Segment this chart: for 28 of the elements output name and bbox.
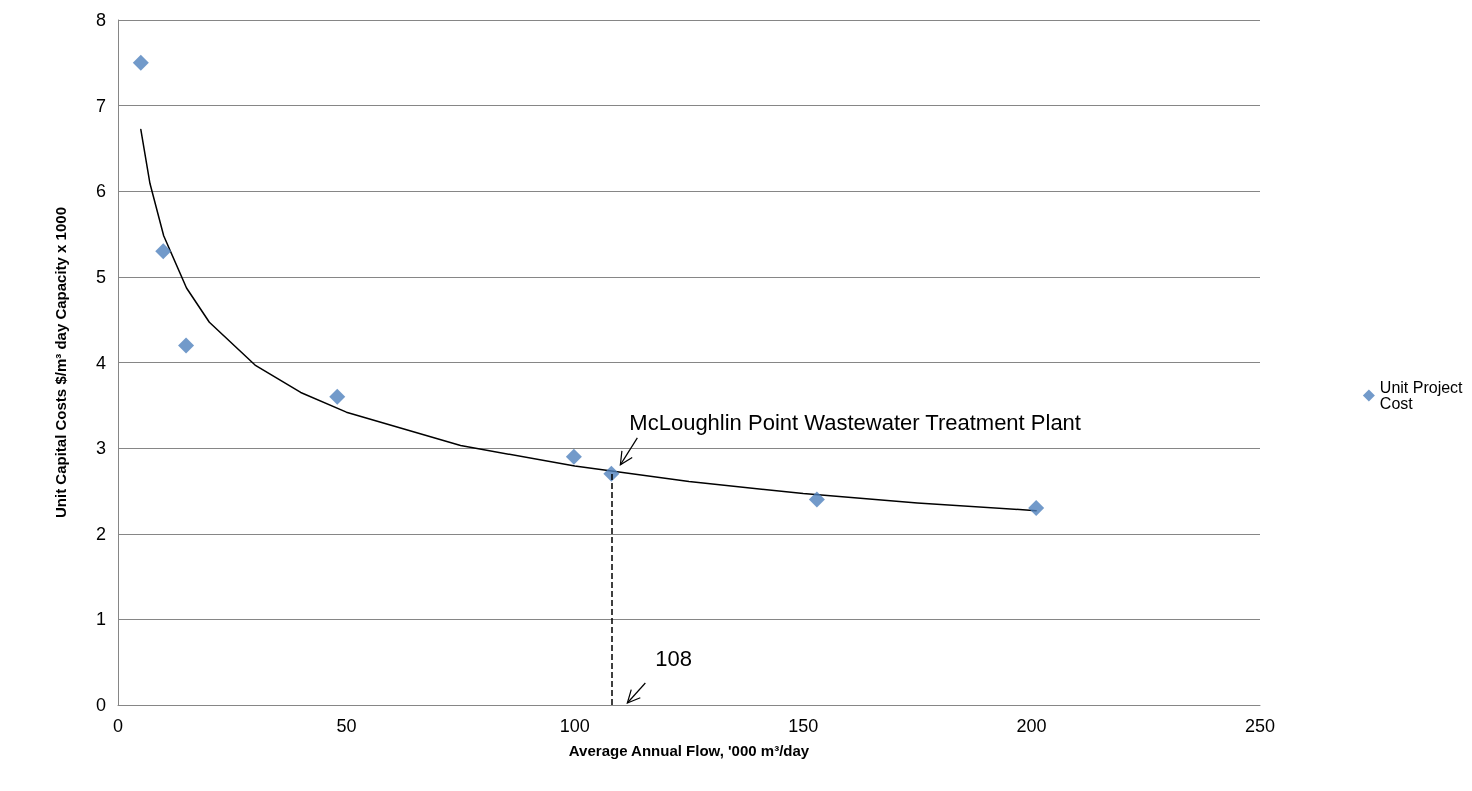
point (329, 388, 346, 405)
point (808, 491, 825, 508)
point (132, 54, 149, 71)
x-tick-label: 150 (788, 716, 819, 736)
point (565, 448, 582, 465)
y-tick-label: 2 (95, 523, 106, 544)
point (1028, 500, 1045, 517)
y-tick-label: 1 (95, 609, 106, 630)
x-axis-title: Average Annual Flow, '000 m³/day (568, 742, 810, 759)
y-tick-label: 8 (95, 10, 106, 30)
point (178, 337, 195, 354)
x-tick-label: 0 (112, 716, 124, 736)
annotation: McLoughlin Point Wastewater Treatment Plant (629, 410, 1081, 436)
y-axis-title: Unit Capital Costs $/m³ day Capacity x 1000 (52, 207, 69, 518)
point (603, 465, 620, 482)
ref-line-label: 108 (655, 645, 693, 671)
y-tick-label: 0 (95, 695, 106, 715)
legend-label: Unit Project Cost (1379, 379, 1467, 412)
y-tick-label: 5 (95, 266, 106, 287)
y-tick-label: 4 (95, 352, 106, 373)
x-tick-label: 100 (559, 716, 590, 736)
x-tick-label: 250 (1244, 716, 1276, 736)
x-tick-label: 200 (1016, 716, 1047, 736)
y-tick-label: 6 (95, 181, 106, 202)
y-tick-label: 7 (95, 95, 106, 116)
y-tick-label: 3 (95, 438, 106, 459)
x-tick-label: 50 (336, 716, 357, 736)
point (155, 243, 172, 260)
